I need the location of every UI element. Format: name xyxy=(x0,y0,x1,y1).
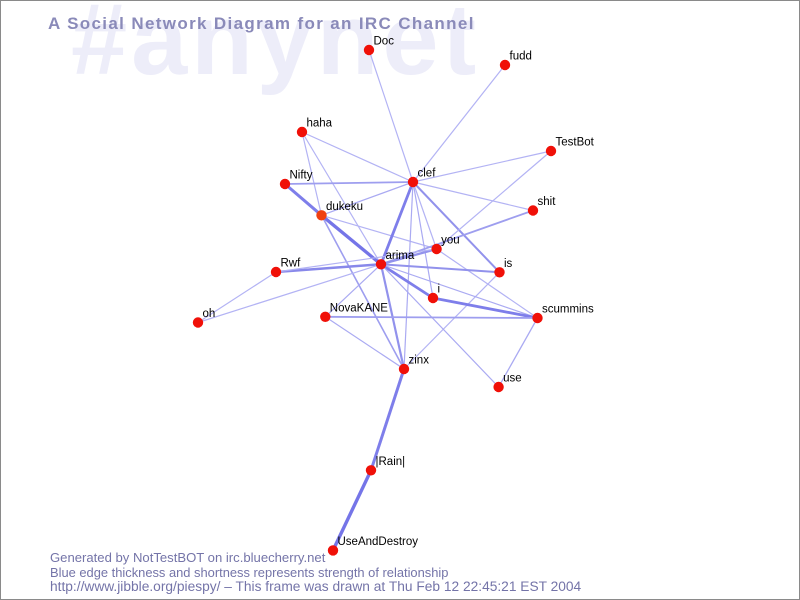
svg-text:haha: haha xyxy=(307,118,333,130)
svg-text:clef: clef xyxy=(418,168,437,180)
svg-text:scummins: scummins xyxy=(542,304,594,316)
svg-text:you: you xyxy=(441,235,460,247)
svg-text:NovaKANE: NovaKANE xyxy=(330,302,388,314)
svg-text:arima: arima xyxy=(386,250,415,262)
svg-text:|Rain|: |Rain| xyxy=(376,456,406,468)
svg-text:Rwf: Rwf xyxy=(281,258,302,270)
svg-text:fudd: fudd xyxy=(510,51,532,63)
svg-text:i: i xyxy=(438,284,441,296)
svg-text:Nifty: Nifty xyxy=(290,170,313,182)
svg-text:shit: shit xyxy=(538,196,557,208)
svg-text:oh: oh xyxy=(203,308,216,320)
svg-text:zinx: zinx xyxy=(409,355,430,367)
svg-text:dukeku: dukeku xyxy=(326,201,363,213)
svg-text:Doc: Doc xyxy=(374,36,395,48)
svg-text:use: use xyxy=(503,373,522,385)
svg-text:TestBot: TestBot xyxy=(556,137,595,149)
svg-text:is: is xyxy=(504,258,513,270)
svg-text:UseAndDestroy: UseAndDestroy xyxy=(338,536,419,548)
